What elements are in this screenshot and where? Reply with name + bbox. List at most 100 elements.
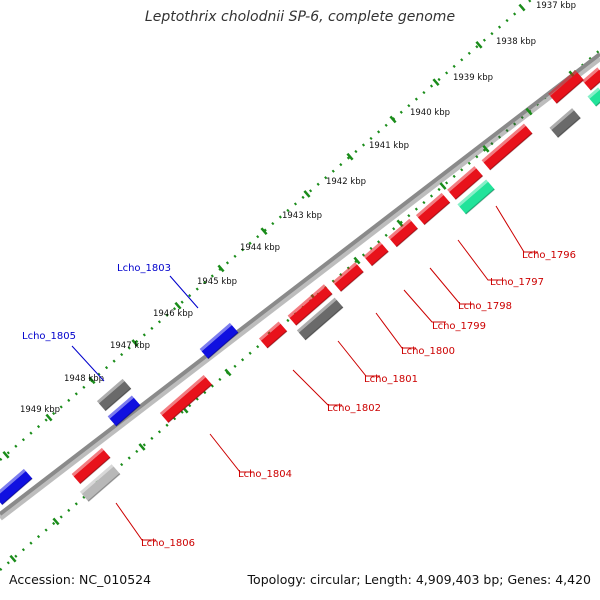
outer-scale-ruler bbox=[0, 0, 533, 461]
scale-tick-label: 1942 kbp bbox=[326, 177, 366, 187]
rna-feature-body bbox=[459, 181, 495, 215]
gene-label: Lcho_1796 bbox=[522, 250, 576, 261]
scale-tick-label: 1945 kbp bbox=[197, 277, 237, 287]
scale-tick-label: 1948 kbp bbox=[64, 374, 104, 384]
scale-tick-label: 1947 kbp bbox=[110, 341, 150, 351]
accession-label: Accession: bbox=[9, 572, 76, 587]
scale-tick-label: 1944 kbp bbox=[240, 243, 280, 253]
topology-label: Topology: bbox=[247, 572, 307, 587]
cds-feature bbox=[548, 70, 585, 104]
cds-feature-edge bbox=[295, 293, 333, 326]
outer-tick bbox=[260, 227, 268, 236]
cds-feature-edge bbox=[340, 271, 364, 292]
gray-feature-edge bbox=[304, 306, 344, 341]
cds-reverse-feature-body bbox=[0, 471, 33, 505]
cds-feature-body bbox=[334, 264, 364, 292]
cds-feature-bevel bbox=[415, 192, 444, 218]
cds-feature bbox=[415, 192, 451, 226]
cds-reverse-feature-body bbox=[201, 325, 239, 359]
inner-tick bbox=[396, 219, 404, 228]
cds-feature bbox=[481, 123, 533, 171]
inner-scale-ruler bbox=[0, 49, 600, 571]
features bbox=[0, 67, 600, 506]
gray-feature bbox=[79, 464, 121, 502]
gray-feature-body bbox=[81, 466, 121, 502]
cds-feature-edge bbox=[266, 330, 288, 349]
cds-feature bbox=[582, 67, 600, 91]
outer-tick bbox=[518, 3, 526, 12]
label-leader bbox=[115, 502, 156, 541]
outer-tick bbox=[303, 190, 311, 198]
genes-value: 4,420 bbox=[555, 572, 591, 587]
rna-feature-bevel bbox=[457, 179, 489, 207]
gene-label: Lcho_1805 bbox=[22, 331, 76, 342]
rna-feature-edge bbox=[595, 96, 600, 107]
cds-feature-edge bbox=[371, 250, 389, 267]
scale-tick-label: 1943 kbp bbox=[282, 211, 322, 221]
gray-feature-bevel bbox=[296, 297, 337, 333]
cds-feature-edge bbox=[396, 227, 419, 248]
gray-feature-bevel bbox=[96, 378, 125, 404]
outer-tick bbox=[2, 450, 10, 459]
cds-feature-edge bbox=[556, 79, 585, 104]
cds-feature-edge bbox=[79, 456, 111, 485]
label-leader bbox=[495, 205, 538, 253]
outer-tick bbox=[389, 115, 397, 124]
cds-feature-bevel bbox=[332, 262, 358, 285]
gene-label: Lcho_1798 bbox=[458, 301, 512, 312]
gene-label: Lcho_1800 bbox=[401, 346, 455, 357]
inner-tick bbox=[52, 517, 60, 526]
cds-feature-edge bbox=[489, 132, 533, 171]
gene-label: Lcho_1802 bbox=[327, 403, 381, 414]
scale-tick-label: 1939 kbp bbox=[453, 73, 493, 83]
cds-reverse-feature-body bbox=[109, 397, 141, 427]
cds-feature-bevel bbox=[548, 70, 578, 97]
accession-value: NC_010524 bbox=[79, 572, 152, 587]
inner-tick bbox=[525, 107, 533, 116]
cds-feature bbox=[332, 262, 364, 292]
cds-feature bbox=[447, 166, 484, 200]
gray-feature-bevel bbox=[79, 464, 114, 494]
gray-feature-bevel bbox=[549, 108, 575, 131]
cds-feature bbox=[287, 284, 333, 326]
label-leader bbox=[403, 289, 446, 323]
gene-label: Lcho_1804 bbox=[238, 469, 292, 480]
outer-tick bbox=[346, 152, 354, 161]
label-leader bbox=[457, 239, 502, 281]
rna-feature bbox=[587, 87, 600, 107]
gene-label: Lcho_1803 bbox=[117, 263, 171, 274]
cds-feature-body bbox=[483, 125, 533, 171]
cds-reverse-feature-bevel bbox=[0, 468, 26, 498]
scale-tick-label: 1949 kbp bbox=[20, 405, 60, 415]
gray-feature-body bbox=[298, 299, 344, 341]
gene-label: Lcho_1797 bbox=[490, 277, 544, 288]
label-leader bbox=[71, 345, 105, 382]
inner-tick bbox=[224, 368, 232, 377]
gray-feature bbox=[96, 378, 132, 412]
cds-feature bbox=[71, 447, 111, 485]
footer-summary: Topology: circular; Length: 4,909,403 bp… bbox=[247, 572, 591, 587]
cds-feature-body bbox=[449, 168, 483, 200]
rna-feature-body bbox=[589, 89, 600, 107]
outer-tick bbox=[475, 41, 483, 49]
inner-tick bbox=[482, 144, 490, 153]
inner-tick bbox=[439, 182, 447, 190]
gray-feature-edge bbox=[87, 473, 121, 502]
gray-feature bbox=[296, 297, 344, 341]
label-leader bbox=[169, 275, 199, 309]
cds-feature-body bbox=[365, 244, 389, 266]
cds-feature-bevel bbox=[388, 218, 412, 240]
outer-tick bbox=[45, 413, 53, 422]
cds-feature bbox=[258, 321, 288, 349]
cds-feature-edge bbox=[423, 201, 451, 226]
cds-feature-bevel bbox=[447, 166, 477, 193]
cds-feature-body bbox=[417, 195, 451, 225]
scale-labels: 1937 kbp 1938 kbp 1939 kbp 1940 kbp 1941 kbp… bbox=[20, 1, 576, 415]
cds-feature-edge bbox=[455, 175, 484, 200]
cds-feature-body bbox=[161, 377, 213, 423]
genes-label: Genes: bbox=[507, 572, 552, 587]
label-leader bbox=[337, 340, 380, 377]
cds-reverse-feature-bevel bbox=[107, 395, 134, 419]
label-leader bbox=[292, 369, 342, 406]
